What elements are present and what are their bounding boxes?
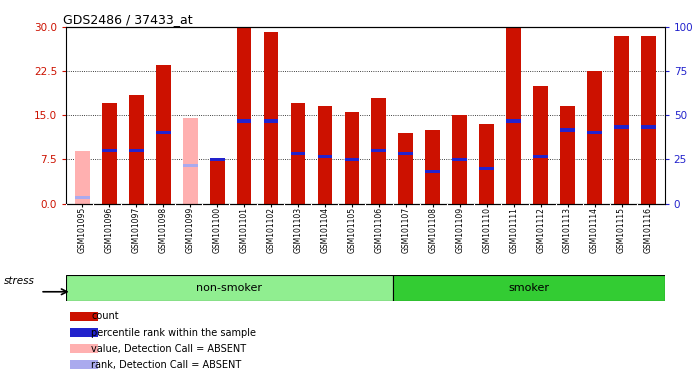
Bar — [533, 155, 548, 158]
Bar — [317, 106, 333, 204]
Text: GSM101104: GSM101104 — [320, 207, 329, 253]
Text: rank, Detection Call = ABSENT: rank, Detection Call = ABSENT — [91, 360, 242, 370]
Text: GSM101113: GSM101113 — [563, 207, 572, 253]
Text: GSM101107: GSM101107 — [402, 207, 411, 253]
Text: GSM101115: GSM101115 — [617, 207, 626, 253]
Bar — [70, 360, 98, 369]
Bar — [452, 158, 467, 161]
Text: GSM101111: GSM101111 — [509, 207, 519, 253]
Text: GSM101106: GSM101106 — [374, 207, 383, 253]
Bar — [129, 94, 143, 204]
Bar — [533, 86, 548, 204]
Bar — [209, 158, 225, 161]
Bar — [317, 155, 333, 158]
Bar — [183, 164, 198, 167]
Text: GSM101116: GSM101116 — [644, 207, 653, 253]
Bar — [425, 130, 440, 204]
Bar — [156, 131, 171, 134]
Bar — [480, 167, 494, 170]
Text: GSM101105: GSM101105 — [347, 207, 356, 253]
Bar — [237, 28, 251, 204]
Text: GDS2486 / 37433_at: GDS2486 / 37433_at — [63, 13, 192, 26]
Text: GSM101101: GSM101101 — [239, 207, 248, 253]
Text: GSM101102: GSM101102 — [267, 207, 276, 253]
Bar — [102, 103, 117, 204]
Text: smoker: smoker — [508, 283, 549, 293]
Text: value, Detection Call = ABSENT: value, Detection Call = ABSENT — [91, 344, 246, 354]
Bar — [290, 152, 306, 155]
Text: GSM101100: GSM101100 — [212, 207, 221, 253]
Bar — [156, 65, 171, 204]
Text: GSM101109: GSM101109 — [455, 207, 464, 253]
Text: count: count — [91, 311, 119, 321]
Bar — [480, 124, 494, 204]
Bar — [66, 275, 393, 301]
Bar — [290, 103, 306, 204]
Bar — [587, 71, 602, 204]
Bar — [506, 27, 521, 204]
Bar — [264, 31, 278, 204]
Bar — [209, 159, 225, 204]
Text: GSM101098: GSM101098 — [159, 207, 168, 253]
Bar — [372, 98, 386, 204]
Text: percentile rank within the sample: percentile rank within the sample — [91, 328, 256, 338]
Bar — [425, 169, 440, 173]
Text: GSM101112: GSM101112 — [536, 207, 545, 253]
Text: GSM101099: GSM101099 — [186, 207, 195, 253]
Text: GSM101096: GSM101096 — [105, 207, 113, 253]
Bar — [398, 133, 413, 204]
Text: GSM101114: GSM101114 — [590, 207, 599, 253]
Text: GSM101108: GSM101108 — [428, 207, 437, 253]
Bar — [129, 149, 143, 152]
Bar — [75, 151, 90, 204]
Bar — [506, 119, 521, 123]
Bar — [641, 36, 656, 204]
Text: GSM101103: GSM101103 — [294, 207, 303, 253]
Text: GSM101097: GSM101097 — [132, 207, 141, 253]
Bar — [70, 344, 98, 353]
Bar — [75, 196, 90, 199]
Bar — [560, 106, 575, 204]
Bar — [102, 149, 117, 152]
Bar — [237, 119, 251, 123]
Bar — [345, 112, 359, 204]
Bar — [345, 158, 359, 161]
Bar — [372, 149, 386, 152]
Bar — [560, 128, 575, 132]
Bar — [183, 118, 198, 204]
Bar — [641, 125, 656, 129]
Text: non-smoker: non-smoker — [196, 283, 262, 293]
Text: GSM101095: GSM101095 — [78, 207, 87, 253]
Bar — [393, 275, 665, 301]
Bar — [587, 131, 602, 134]
Bar — [70, 312, 98, 321]
Bar — [70, 328, 98, 337]
Bar — [614, 36, 629, 204]
Bar — [452, 115, 467, 204]
Bar — [398, 152, 413, 155]
Text: GSM101110: GSM101110 — [482, 207, 491, 253]
Bar — [264, 119, 278, 123]
Text: stress: stress — [3, 276, 35, 286]
Bar — [614, 125, 629, 129]
